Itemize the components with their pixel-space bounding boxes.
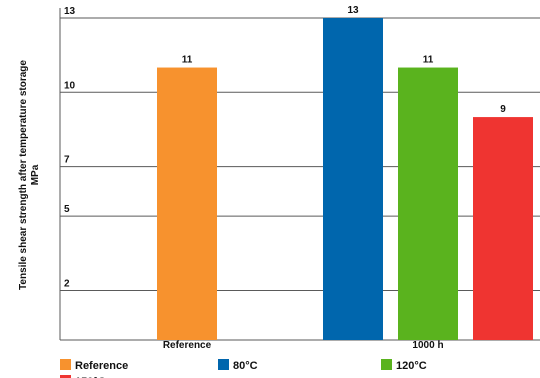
legend-swatch [60,375,71,378]
legend-swatch [60,359,71,370]
legend-label: Reference [75,360,128,372]
legend: Reference 80°C 120°C 150°C [60,359,427,378]
gridlines [59,8,540,341]
data-label: 13 [347,5,359,16]
legend-label: 120°C [396,360,427,372]
y-axis-unit: MPa [30,164,41,185]
y-tick-labels: 13 10 7 5 2 [64,6,76,289]
y-tick-label: 5 [64,204,70,215]
y-tick-label: 7 [64,155,70,166]
category-label: Reference [163,340,212,351]
category-label: 1000 h [412,340,443,351]
data-label: 9 [500,104,506,115]
y-tick-label: 10 [64,80,76,91]
y-tick-label: 13 [64,6,76,17]
legend-swatch [381,359,392,370]
y-tick-label: 2 [64,278,70,289]
data-labels: 11 13 11 9 [182,5,507,115]
legend-label: 80°C [233,360,258,372]
data-label: 11 [182,55,193,66]
data-label: 11 [423,55,434,66]
legend-swatch [218,359,229,370]
legend-label: 150°C [75,376,106,378]
bar-80c [323,18,383,340]
category-labels: Reference 1000 h [163,340,444,351]
bars [157,18,533,341]
bar-reference [157,67,217,341]
y-axis-title: Tensile shear strength after temperature… [18,60,29,290]
bar-150c [473,117,533,340]
bar-120c [398,67,458,341]
